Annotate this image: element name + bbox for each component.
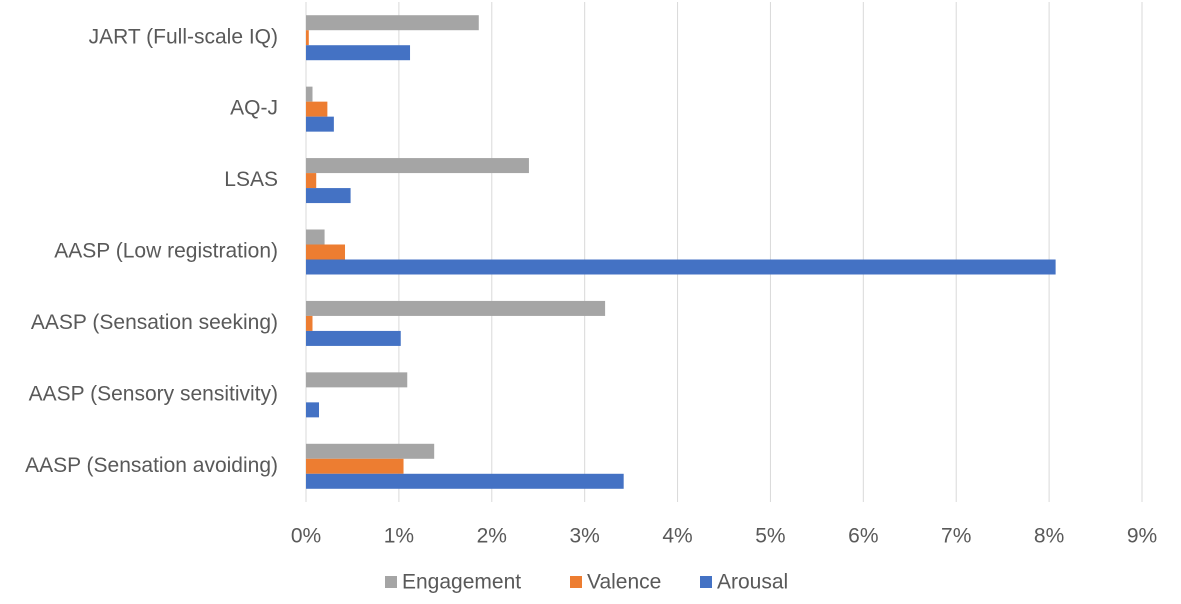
x-tick-label: 0% [291, 525, 321, 548]
x-tick-label: 5% [755, 525, 785, 548]
legend-swatch [385, 576, 397, 588]
x-tick-label: 3% [569, 525, 599, 548]
legend-label: Arousal [717, 571, 788, 594]
x-tick-label: 1% [384, 525, 414, 548]
y-tick-label: AASP (Sensory sensitivity) [29, 382, 278, 405]
bar [306, 330, 401, 346]
bar [306, 188, 351, 204]
y-tick-label: AASP (Sensation avoiding) [25, 454, 278, 477]
bar [306, 300, 606, 316]
legend-swatch [700, 576, 712, 588]
bar [306, 116, 334, 132]
bar [306, 15, 479, 31]
bar [306, 473, 624, 489]
bar [306, 402, 320, 418]
y-tick-label: JART (Full-scale IQ) [89, 25, 278, 48]
y-tick-label: AASP (Low registration) [54, 240, 278, 263]
bar [306, 443, 435, 459]
bar [306, 244, 346, 260]
bar [306, 229, 325, 245]
bar [306, 458, 404, 474]
bar [306, 315, 313, 331]
bar [306, 86, 313, 102]
x-tick-label: 2% [477, 525, 507, 548]
x-tick-label: 4% [662, 525, 692, 548]
legend-swatch [570, 576, 582, 588]
bar [306, 158, 529, 174]
x-tick-label: 6% [848, 525, 878, 548]
bar [306, 45, 411, 61]
y-tick-label: LSAS [224, 168, 278, 191]
bar [306, 101, 328, 117]
y-tick-label: AASP (Sensation seeking) [31, 311, 278, 334]
x-tick-label: 9% [1127, 525, 1157, 548]
bar [306, 30, 309, 46]
legend-label: Valence [587, 571, 661, 594]
bar [306, 372, 408, 388]
legend-label: Engagement [402, 571, 521, 594]
y-tick-label: AQ-J [230, 97, 278, 120]
bar [306, 259, 1056, 275]
x-tick-label: 7% [941, 525, 971, 548]
bar [306, 173, 317, 189]
x-tick-label: 8% [1034, 525, 1064, 548]
